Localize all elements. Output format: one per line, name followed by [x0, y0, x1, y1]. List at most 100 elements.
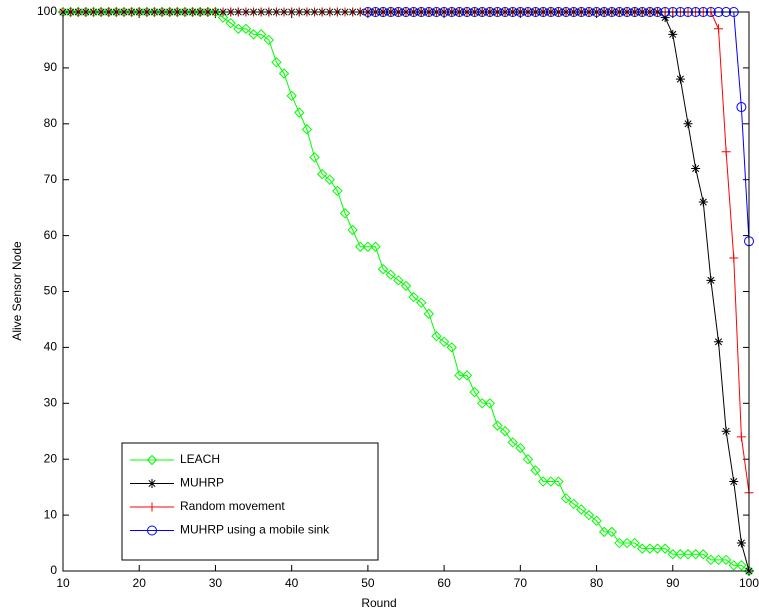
data-point — [545, 476, 557, 487]
data-point — [660, 13, 670, 23]
data-point — [507, 437, 518, 448]
legend-label: MUHRP — [180, 476, 224, 490]
legend-marker — [147, 525, 157, 536]
data-point — [438, 336, 450, 348]
data-point — [698, 197, 708, 207]
data-point — [713, 554, 724, 566]
data-point — [385, 269, 396, 280]
data-point — [446, 342, 457, 353]
data-point — [492, 420, 503, 431]
x-tick-label: 60 — [437, 576, 451, 590]
data-point — [248, 29, 259, 40]
y-tick-label: 90 — [44, 60, 58, 74]
y-axis-label: Alive Sensor Node — [10, 241, 24, 341]
data-point — [263, 34, 275, 46]
data-point — [621, 537, 633, 549]
data-point — [668, 29, 678, 39]
data-point — [659, 543, 671, 554]
data-point — [583, 509, 595, 521]
data-point — [454, 370, 465, 381]
data-point — [484, 398, 496, 409]
data-point — [461, 370, 473, 381]
data-point — [423, 308, 435, 320]
data-point — [339, 208, 351, 219]
data-point — [698, 549, 709, 560]
data-point — [728, 560, 739, 571]
data-point — [736, 538, 746, 548]
x-tick-label: 100 — [739, 576, 759, 590]
legend-label: Random movement — [180, 499, 285, 513]
data-point — [477, 398, 488, 409]
x-tick-label: 90 — [666, 576, 680, 590]
data-point — [606, 526, 618, 538]
x-tick-label: 50 — [361, 576, 375, 590]
data-point — [720, 554, 732, 566]
data-point — [522, 453, 534, 465]
data-point — [682, 549, 694, 560]
data-point — [362, 241, 374, 252]
data-point — [377, 263, 389, 275]
y-tick-label: 80 — [44, 116, 58, 130]
y-tick-label: 0 — [50, 563, 57, 577]
data-point — [530, 465, 541, 476]
data-point — [316, 168, 328, 180]
x-axis-label: Round — [361, 596, 396, 610]
data-point — [576, 504, 587, 515]
data-point — [729, 253, 739, 263]
data-point — [355, 241, 366, 252]
data-point — [347, 224, 358, 236]
data-point — [225, 17, 236, 29]
x-tick-label: 70 — [514, 576, 528, 590]
legend-marker — [147, 502, 157, 512]
x-tick-label: 30 — [209, 576, 223, 590]
data-point — [652, 543, 663, 554]
data-point — [324, 174, 335, 185]
data-point — [400, 280, 412, 292]
y-tick-label: 20 — [44, 451, 58, 465]
legend-label: MUHRP using a mobile sink — [180, 523, 330, 537]
data-point — [553, 476, 564, 487]
data-point — [736, 432, 746, 442]
data-point — [729, 477, 739, 487]
data-point — [332, 185, 343, 197]
legend-box — [121, 442, 379, 561]
y-tick-label: 60 — [44, 228, 58, 242]
data-point — [591, 515, 602, 526]
data-point — [614, 537, 625, 549]
legend-marker — [147, 479, 157, 488]
data-point — [294, 107, 305, 118]
data-point — [706, 275, 716, 285]
y-tick-label: 70 — [44, 172, 58, 186]
x-tick-label: 40 — [285, 576, 299, 590]
data-point — [705, 554, 717, 566]
data-point — [667, 549, 678, 560]
data-point — [309, 152, 320, 163]
data-point — [240, 23, 252, 34]
data-point — [675, 74, 685, 84]
y-tick-label: 100 — [37, 4, 57, 18]
data-point — [499, 426, 511, 437]
data-point — [637, 543, 648, 554]
data-point — [217, 12, 229, 23]
data-point — [598, 526, 610, 538]
data-point — [629, 537, 640, 549]
data-point — [286, 90, 297, 102]
plot-frame — [62, 11, 750, 572]
legend-marker — [146, 454, 158, 466]
data-point — [515, 442, 526, 454]
data-point — [469, 386, 480, 398]
data-point — [675, 549, 686, 560]
data-point — [416, 297, 427, 308]
data-point — [691, 164, 701, 174]
data-point — [271, 57, 282, 68]
data-point — [683, 119, 693, 129]
data-point — [278, 68, 290, 79]
y-tick-label: 10 — [44, 507, 58, 521]
data-point — [370, 241, 381, 252]
data-point — [408, 291, 419, 303]
x-tick-label: 20 — [133, 576, 147, 590]
x-tick-label: 10 — [56, 576, 70, 590]
data-point — [644, 543, 656, 554]
data-point — [431, 331, 442, 342]
